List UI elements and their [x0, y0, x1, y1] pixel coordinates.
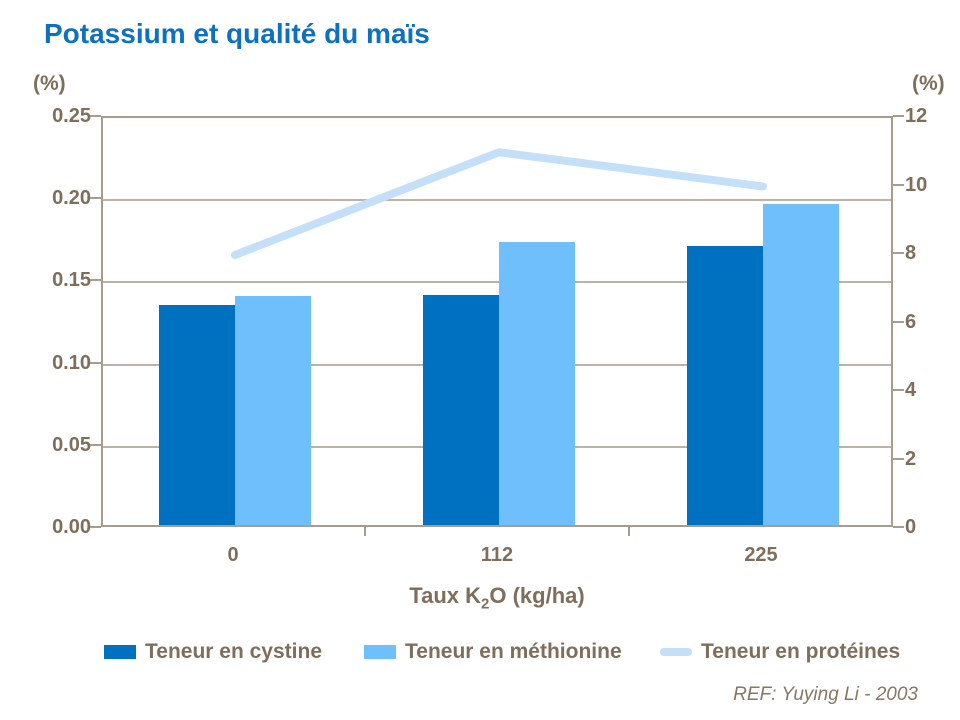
left-axis-unit-label: (%) — [33, 72, 66, 95]
plot-area — [101, 116, 893, 527]
left-axis-tick — [90, 115, 101, 117]
right-axis-tick-label: 8 — [905, 242, 917, 264]
left-axis-tick — [90, 443, 101, 446]
left-axis-tick-label: 0.20 — [52, 187, 91, 210]
left-axis-tick-label: 0.25 — [52, 105, 91, 127]
x-axis-tick-label: 225 — [744, 544, 778, 566]
left-axis-tick-label: 0.10 — [52, 351, 91, 374]
left-axis-tick — [90, 279, 101, 282]
reference-text: REF: Yuying Li - 2003 — [733, 684, 918, 705]
bar-cystine — [423, 295, 499, 525]
right-axis-tick-label: 4 — [905, 379, 917, 401]
right-axis-tick — [893, 320, 904, 323]
right-axis-tick-label: 0 — [905, 516, 917, 538]
x-axis-tick-label: 112 — [480, 544, 514, 566]
legend-swatch-line — [660, 648, 692, 656]
legend-item: Teneur en cystine — [104, 638, 322, 666]
legend-item: Teneur en protéines — [660, 638, 900, 666]
left-axis-tick — [90, 526, 101, 528]
bar-methionine — [499, 242, 575, 525]
x-axis-title-subscript: 2 — [481, 595, 490, 613]
left-axis-tick — [90, 361, 101, 364]
right-axis-unit-label: (%) — [912, 72, 945, 95]
left-axis-tick-label: 0.15 — [52, 269, 91, 292]
right-axis-tick — [893, 183, 904, 186]
left-axis-tick — [90, 197, 101, 200]
right-axis-tick — [893, 115, 904, 117]
legend-label: Teneur en méthionine — [405, 640, 622, 663]
x-axis-title-prefix: Taux K — [409, 583, 482, 608]
chart-title: Potassium et qualité du maïs — [44, 18, 430, 49]
x-axis-tick — [628, 527, 630, 536]
x-axis-title-suffix: O (kg/ha) — [489, 583, 585, 608]
left-axis-tick-label: 0.05 — [52, 433, 91, 456]
x-axis-title: Taux K2O (kg/ha) — [101, 583, 893, 612]
right-axis-tick-label: 12 — [905, 105, 928, 127]
right-axis-tick-label: 2 — [905, 447, 917, 470]
right-axis-tick — [893, 526, 904, 528]
gridline — [103, 281, 891, 284]
right-axis-tick — [893, 252, 904, 254]
bar-methionine — [763, 204, 839, 525]
bar-cystine — [687, 246, 763, 525]
right-axis-tick — [893, 389, 904, 391]
bar-methionine — [235, 296, 311, 525]
bar-cystine — [159, 305, 235, 525]
legend-item: Teneur en méthionine — [364, 638, 622, 666]
left-axis-tick-label: 0.00 — [52, 516, 91, 538]
legend-swatch-bar — [104, 645, 136, 659]
legend-label: Teneur en cystine — [145, 640, 323, 663]
legend-swatch-bar — [364, 645, 396, 659]
right-axis-tick-label: 10 — [905, 173, 928, 196]
gridline — [103, 199, 891, 202]
x-axis-tick — [364, 527, 366, 536]
right-axis-tick-label: 6 — [905, 310, 917, 333]
proteins-line-path — [231, 148, 767, 259]
right-axis-tick — [893, 457, 904, 460]
proteins-line — [231, 148, 767, 259]
legend-label: Teneur en protéines — [701, 640, 901, 663]
x-axis-tick-label: 0 — [227, 544, 239, 566]
